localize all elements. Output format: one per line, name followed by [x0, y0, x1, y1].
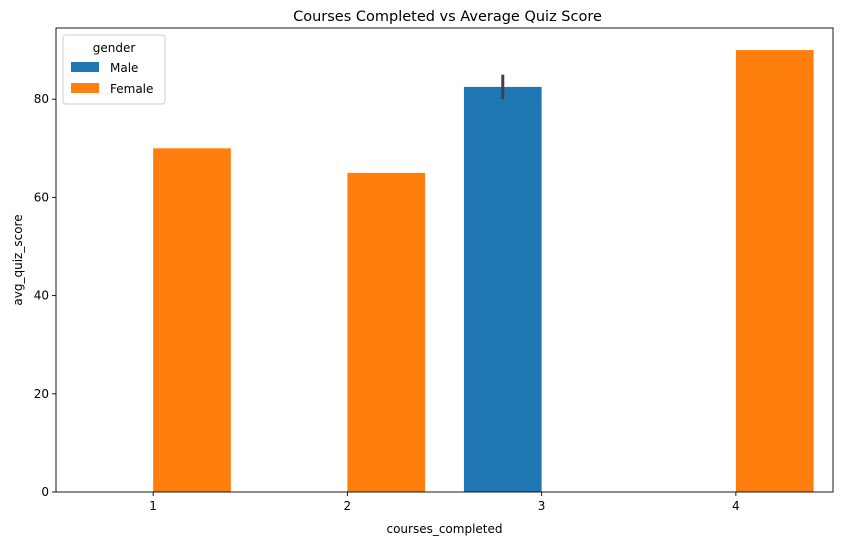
x-tick-label: 4 [732, 499, 740, 513]
x-axis-label: courses_completed [386, 522, 502, 536]
y-tick-label: 20 [34, 387, 49, 401]
y-axis: 0 20 40 60 80 [34, 92, 56, 499]
legend-swatch-female [71, 83, 99, 93]
plot-frame [55, 27, 834, 493]
y-tick-label: 60 [34, 190, 49, 204]
bar-female-1 [153, 148, 231, 493]
bars-layer [153, 50, 814, 493]
y-tick-label: 0 [41, 485, 49, 499]
bar-female-4 [735, 50, 814, 492]
legend-swatch-male [71, 62, 99, 72]
bar-female-2 [347, 172, 426, 492]
x-tick-label: 1 [149, 499, 157, 513]
x-tick-label: 3 [538, 499, 546, 513]
y-tick-label: 40 [34, 289, 49, 303]
legend-items: Male Female [71, 61, 153, 96]
x-axis: 1 2 3 4 [149, 492, 740, 513]
bar-male-3 [463, 86, 542, 493]
x-tick-label: 2 [344, 499, 352, 513]
legend-label-male: Male [110, 61, 138, 75]
y-tick-label: 80 [34, 92, 49, 106]
legend-label-female: Female [110, 82, 153, 96]
legend-title: gender [93, 41, 136, 55]
chart-title: Courses Completed vs Average Quiz Score [293, 9, 602, 25]
legend: gender Male Female [62, 34, 166, 105]
y-axis-label: avg_quiz_score [11, 214, 25, 305]
